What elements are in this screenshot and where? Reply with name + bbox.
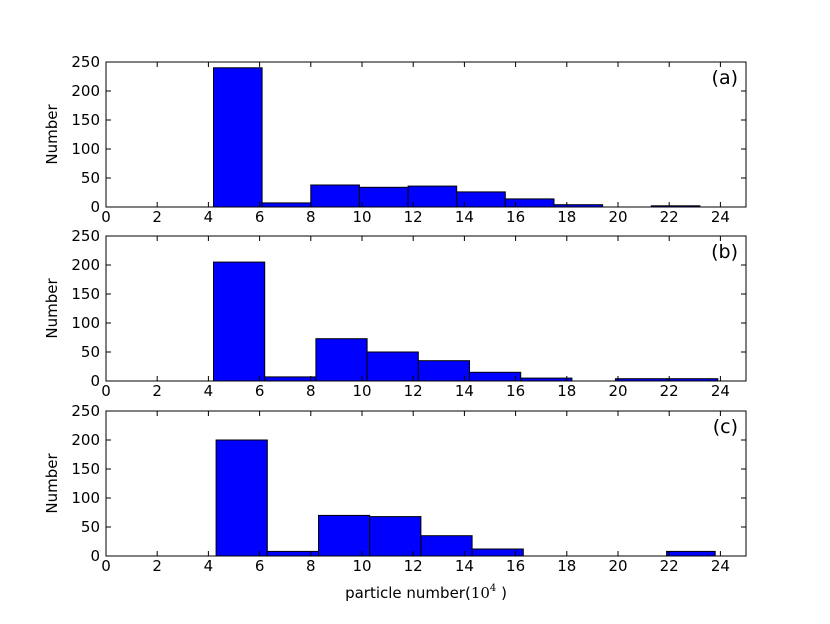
y-tick-label: 250 [71, 53, 100, 71]
y-axis-label: Number [43, 278, 61, 339]
x-tick-label: 6 [255, 208, 265, 226]
x-tick-label: 14 [455, 208, 474, 226]
x-tick-label: 4 [204, 208, 214, 226]
histogram-bar [315, 338, 368, 382]
x-tick-label: 24 [711, 208, 730, 226]
x-tick-label: 8 [306, 208, 316, 226]
histogram-bar [215, 439, 268, 557]
y-tick-label: 250 [71, 402, 100, 420]
y-tick-label: 150 [71, 111, 100, 129]
x-tick-label: 24 [711, 557, 730, 575]
x-tick-label: 2 [152, 208, 162, 226]
x-tick-label: 10 [352, 557, 371, 575]
x-tick-label: 8 [306, 382, 316, 400]
y-tick-label: 0 [90, 547, 100, 565]
x-tick-label: 4 [204, 557, 214, 575]
x-tick-label: 20 [608, 557, 627, 575]
panel-label: (a) [712, 67, 738, 89]
x-tick-label: 22 [660, 208, 679, 226]
x-tick-label: 18 [557, 557, 576, 575]
histogram-bar [318, 514, 371, 557]
y-axis-label: Number [43, 453, 61, 514]
x-tick-label: 20 [608, 208, 627, 226]
x-tick-label: 20 [608, 382, 627, 400]
histogram-bar [666, 550, 716, 557]
y-tick-label: 150 [71, 285, 100, 303]
panel-label: (b) [711, 241, 738, 263]
y-tick-label: 250 [71, 227, 100, 245]
x-tick-label: 14 [455, 557, 474, 575]
y-tick-label: 100 [71, 140, 100, 158]
x-tick-label: 12 [404, 557, 423, 575]
histogram-bar [213, 261, 266, 382]
plot-frame [105, 410, 747, 557]
y-tick-label: 0 [90, 372, 100, 390]
y-tick-label: 200 [71, 82, 100, 100]
x-tick-label: 24 [711, 382, 730, 400]
y-tick-label: 50 [81, 169, 100, 187]
x-tick-label: 6 [255, 382, 265, 400]
y-tick-label: 50 [81, 343, 100, 361]
x-tick-label: 16 [506, 382, 525, 400]
x-tick-label: 12 [404, 382, 423, 400]
y-tick-label: 200 [71, 256, 100, 274]
x-axis-label-exponent: 4 [490, 583, 496, 594]
x-axis-label: particle number(104 ) [345, 583, 507, 602]
x-axis-label-base: 10 [471, 584, 490, 602]
x-tick-label: 16 [506, 557, 525, 575]
x-axis-label-tail: ) [496, 584, 507, 602]
panel-label: (c) [713, 416, 738, 438]
histogram-bar [366, 351, 419, 382]
histogram-bar [417, 360, 470, 382]
x-tick-label: 22 [660, 557, 679, 575]
x-tick-label: 18 [557, 382, 576, 400]
x-tick-label: 0 [101, 557, 111, 575]
y-tick-label: 150 [71, 460, 100, 478]
histogram-bar [504, 198, 555, 208]
x-tick-label: 16 [506, 208, 525, 226]
x-tick-label: 10 [352, 208, 371, 226]
histogram-bar [261, 202, 312, 208]
x-tick-label: 4 [204, 382, 214, 400]
histogram-bar [213, 67, 263, 208]
x-tick-label: 12 [404, 208, 423, 226]
x-axis-label-text: particle number( [345, 584, 471, 602]
y-tick-label: 100 [71, 314, 100, 332]
x-tick-label: 22 [660, 382, 679, 400]
y-tick-label: 0 [90, 198, 100, 216]
panel-3: 0 2 4 6 8 10 12 14 16 18 20 22 24050100150200250(c)N… [43, 402, 747, 602]
x-tick-label: 8 [306, 557, 316, 575]
histogram-bar [310, 184, 360, 208]
histogram-bar [407, 185, 458, 208]
x-tick-label: 0 [101, 382, 111, 400]
y-tick-label: 200 [71, 431, 100, 449]
x-tick-label: 14 [455, 382, 474, 400]
x-tick-label: 0 [101, 208, 111, 226]
histogram-bar [264, 376, 317, 382]
histogram-bar [358, 186, 409, 208]
x-tick-label: 2 [152, 382, 162, 400]
x-tick-label: 10 [352, 382, 371, 400]
x-tick-label: 2 [152, 557, 162, 575]
y-axis-label: Number [43, 104, 61, 165]
histogram-bar [369, 516, 422, 557]
histogram-bar [469, 371, 522, 382]
x-tick-label: 18 [557, 208, 576, 226]
plot-frame [105, 235, 747, 382]
y-tick-label: 100 [71, 489, 100, 507]
panel-2: 0 2 4 6 8 10 12 14 16 18 20 22 24050100150200250(b)N… [43, 227, 747, 400]
panel-1: 0 2 4 6 8 10 12 14 16 18 20 22 24050100150200250(a)N… [43, 53, 747, 226]
y-tick-label: 50 [81, 518, 100, 536]
plot-frame [105, 61, 747, 208]
x-tick-label: 6 [255, 557, 265, 575]
